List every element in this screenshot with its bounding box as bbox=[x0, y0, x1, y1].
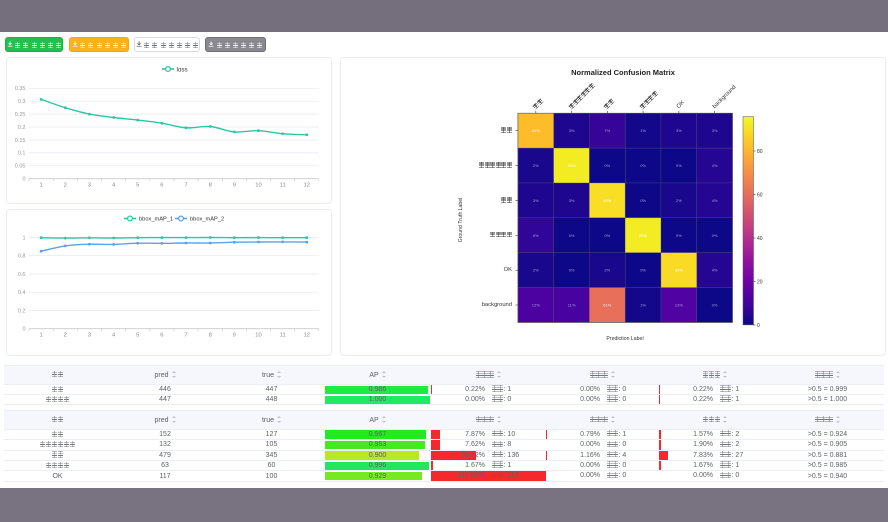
svg-text:0.1: 0.1 bbox=[18, 151, 26, 157]
svg-text:93%: 93% bbox=[568, 163, 576, 168]
svg-text:89%: 89% bbox=[675, 268, 683, 273]
svg-text:11%: 11% bbox=[568, 303, 576, 308]
svg-text:0%: 0% bbox=[676, 163, 682, 168]
svg-text:0.35: 0.35 bbox=[15, 86, 26, 92]
svg-text:4%: 4% bbox=[712, 268, 718, 273]
svg-text:0%: 0% bbox=[640, 268, 646, 273]
svg-text:3: 3 bbox=[88, 333, 91, 339]
svg-text:9: 9 bbox=[233, 333, 236, 339]
svg-text:3%: 3% bbox=[569, 198, 575, 203]
svg-text:10: 10 bbox=[255, 333, 261, 339]
svg-text:1: 1 bbox=[39, 183, 42, 189]
svg-text:3%: 3% bbox=[712, 128, 718, 133]
svg-text:0%: 0% bbox=[604, 163, 610, 168]
svg-text:Normalized Confusion Matrix: Normalized Confusion Matrix bbox=[571, 68, 676, 77]
svg-text:0%: 0% bbox=[676, 233, 682, 238]
svg-text:4: 4 bbox=[112, 333, 116, 339]
svg-text:2%: 2% bbox=[533, 163, 539, 168]
svg-text:11: 11 bbox=[280, 333, 286, 339]
svg-text:9: 9 bbox=[233, 183, 236, 189]
svg-text:0.3: 0.3 bbox=[18, 99, 26, 105]
svg-text:3%: 3% bbox=[533, 198, 539, 203]
svg-text:0%: 0% bbox=[604, 233, 610, 238]
svg-text:1%: 1% bbox=[640, 303, 646, 308]
svg-text:3%: 3% bbox=[569, 128, 575, 133]
svg-text:11: 11 bbox=[280, 183, 286, 189]
svg-text:2%: 2% bbox=[533, 268, 539, 273]
svg-text:0.6: 0.6 bbox=[18, 272, 26, 278]
svg-text:0.2: 0.2 bbox=[18, 125, 26, 131]
svg-text:93%: 93% bbox=[639, 233, 647, 238]
svg-text:6%: 6% bbox=[533, 233, 539, 238]
svg-text:0%: 0% bbox=[712, 303, 718, 308]
svg-text:2%: 2% bbox=[604, 268, 610, 273]
svg-text:0.4: 0.4 bbox=[18, 290, 26, 296]
svg-text:1: 1 bbox=[39, 333, 42, 339]
svg-text:80: 80 bbox=[757, 149, 763, 155]
svg-text:0%: 0% bbox=[712, 233, 718, 238]
svg-text:4%: 4% bbox=[712, 198, 718, 203]
svg-text:90%: 90% bbox=[603, 198, 611, 203]
svg-text:2: 2 bbox=[64, 183, 67, 189]
svg-text:7: 7 bbox=[184, 333, 187, 339]
svg-text:0.2: 0.2 bbox=[18, 308, 26, 314]
svg-text:2: 2 bbox=[64, 333, 67, 339]
svg-text:0: 0 bbox=[22, 177, 25, 183]
svg-text:10: 10 bbox=[255, 183, 261, 189]
svg-text:1: 1 bbox=[22, 235, 25, 241]
svg-text:bbox_mAP_1: bbox_mAP_1 bbox=[139, 217, 173, 223]
svg-text:20: 20 bbox=[757, 279, 763, 285]
svg-text:0%: 0% bbox=[569, 268, 575, 273]
svg-text:2%: 2% bbox=[676, 198, 682, 203]
svg-text:12: 12 bbox=[304, 333, 310, 339]
svg-text:0.25: 0.25 bbox=[15, 112, 26, 118]
svg-text:1%: 1% bbox=[640, 128, 646, 133]
svg-text:3: 3 bbox=[88, 183, 91, 189]
svg-text:4: 4 bbox=[112, 183, 116, 189]
svg-text:61%: 61% bbox=[603, 303, 611, 308]
svg-text:Prediction Label: Prediction Label bbox=[606, 336, 643, 342]
svg-text:82%: 82% bbox=[532, 128, 540, 133]
svg-text:8: 8 bbox=[209, 333, 212, 339]
svg-text:40: 40 bbox=[757, 236, 763, 242]
svg-text:13%: 13% bbox=[675, 303, 683, 308]
svg-text:5: 5 bbox=[136, 333, 139, 339]
svg-text:7%: 7% bbox=[604, 128, 610, 133]
svg-text:0: 0 bbox=[22, 327, 25, 333]
svg-text:loss: loss bbox=[177, 66, 188, 73]
svg-text:6: 6 bbox=[160, 333, 163, 339]
svg-text:0%: 0% bbox=[640, 163, 646, 168]
svg-text:60: 60 bbox=[757, 192, 763, 198]
svg-text:6: 6 bbox=[160, 183, 163, 189]
svg-text:12: 12 bbox=[304, 183, 310, 189]
svg-text:7: 7 bbox=[184, 183, 187, 189]
svg-text:0: 0 bbox=[757, 323, 760, 329]
svg-text:8: 8 bbox=[209, 183, 212, 189]
svg-text:5: 5 bbox=[136, 183, 139, 189]
svg-text:0.8: 0.8 bbox=[18, 254, 26, 260]
svg-text:4%: 4% bbox=[712, 163, 718, 168]
svg-text:0.05: 0.05 bbox=[15, 164, 26, 170]
svg-text:0.15: 0.15 bbox=[15, 138, 26, 144]
svg-text:12%: 12% bbox=[532, 303, 540, 308]
svg-text:0%: 0% bbox=[640, 198, 646, 203]
svg-text:3%: 3% bbox=[676, 128, 682, 133]
svg-text:0%: 0% bbox=[569, 233, 575, 238]
svg-text:bbox_mAP_2: bbox_mAP_2 bbox=[190, 217, 224, 223]
svg-text:Ground Truth Label: Ground Truth Label bbox=[458, 198, 464, 243]
